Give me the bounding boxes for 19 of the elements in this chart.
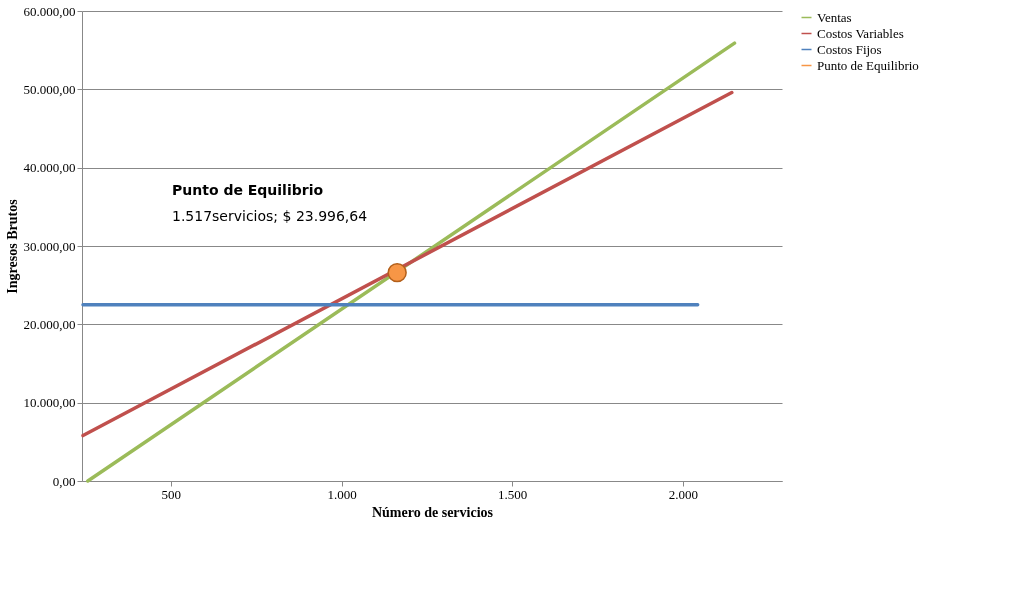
y-tick-label: 50.000,00 [23, 81, 76, 97]
annotation: Punto de Equilibrio [172, 182, 324, 198]
x-tick-label: 500 [161, 486, 182, 502]
x-tick-label: 1.500 [498, 486, 528, 502]
y-tick-label: 20.000,00 [23, 316, 76, 332]
x-tick-label: 2.000 [668, 486, 699, 502]
y-tick-label: 40.000,00 [23, 160, 76, 176]
y-tick-label: 0,00 [52, 473, 76, 489]
x-axis-title: Número de servicios [371, 504, 494, 520]
y-tick-label: 30.000,00 [23, 238, 76, 254]
y-axis-title: Ingresos Brutos [4, 198, 20, 294]
y-tick-label: 60.000,00 [23, 3, 76, 19]
x-tick-label: 1.000 [327, 486, 357, 502]
y-tick-label: 10.000,00 [23, 395, 76, 411]
legend-label: Costos Fijos [817, 41, 882, 57]
legend-label: Costos Variables [817, 25, 904, 41]
legend-label: Ventas [817, 9, 852, 25]
legend-label: Punto de Equilibrio [817, 57, 919, 73]
annotation: 1.517servicios; $ 23.996,64 [172, 208, 368, 224]
